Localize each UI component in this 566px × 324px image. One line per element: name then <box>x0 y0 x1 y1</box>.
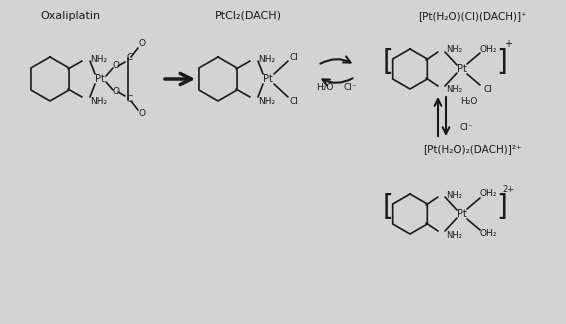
Text: NH₂: NH₂ <box>258 54 275 64</box>
Text: [Pt(H₂O)(Cl)(DACH)]⁺: [Pt(H₂O)(Cl)(DACH)]⁺ <box>418 11 526 21</box>
Text: OH₂: OH₂ <box>479 190 497 199</box>
Text: C: C <box>127 96 133 105</box>
Text: Cl: Cl <box>290 52 298 62</box>
Text: [: [ <box>383 193 393 221</box>
Text: O: O <box>113 62 119 71</box>
Text: Cl⁻: Cl⁻ <box>460 122 474 132</box>
Text: [Pt(H₂O)₂(DACH)]²⁺: [Pt(H₂O)₂(DACH)]²⁺ <box>423 144 521 154</box>
Text: H₂O: H₂O <box>460 98 477 107</box>
Text: ]: ] <box>496 48 508 76</box>
Text: OH₂: OH₂ <box>479 229 497 238</box>
Text: Cl: Cl <box>483 85 492 94</box>
Text: PtCl₂(DACH): PtCl₂(DACH) <box>215 11 281 21</box>
Text: Cl: Cl <box>290 97 298 106</box>
Text: +: + <box>504 39 512 49</box>
Text: O: O <box>113 87 119 97</box>
Text: NH₂: NH₂ <box>446 230 462 239</box>
Text: NH₂: NH₂ <box>90 97 107 106</box>
Text: 2+: 2+ <box>502 185 514 194</box>
Text: [: [ <box>383 48 393 76</box>
Text: NH₂: NH₂ <box>258 97 275 106</box>
Text: Pt: Pt <box>457 209 467 219</box>
Text: O: O <box>139 40 145 49</box>
Text: Oxaliplatin: Oxaliplatin <box>40 11 100 21</box>
Text: O: O <box>139 110 145 119</box>
Text: NH₂: NH₂ <box>446 86 462 95</box>
Text: Pt: Pt <box>263 74 273 84</box>
Text: NH₂: NH₂ <box>446 45 462 54</box>
Text: H₂O: H₂O <box>316 83 334 91</box>
Text: Pt: Pt <box>95 74 105 84</box>
Text: NH₂: NH₂ <box>90 54 107 64</box>
Text: Pt: Pt <box>457 64 467 74</box>
Text: OH₂: OH₂ <box>479 44 497 53</box>
Text: Cl⁻: Cl⁻ <box>343 83 357 91</box>
Text: C: C <box>127 53 133 63</box>
Text: ]: ] <box>496 193 508 221</box>
Text: NH₂: NH₂ <box>446 191 462 200</box>
